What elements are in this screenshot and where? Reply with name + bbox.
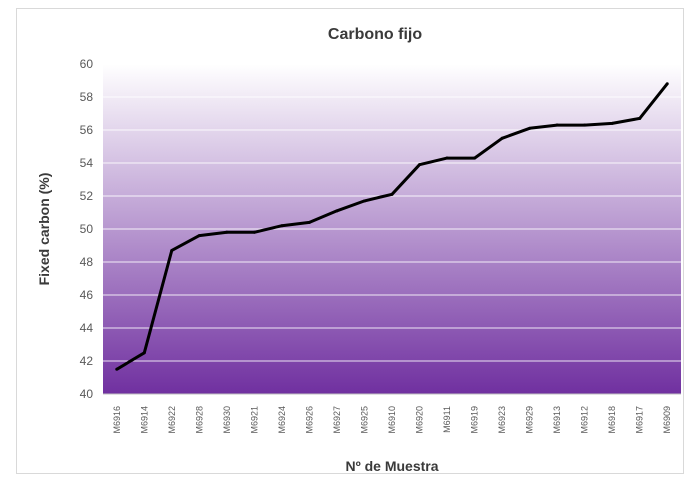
x-tick-label: M6911	[442, 406, 452, 433]
x-tick-label: M6930	[222, 406, 232, 434]
x-tick-label: M6917	[635, 406, 645, 434]
x-tick-label: M6920	[415, 406, 425, 434]
data-point	[583, 123, 587, 127]
y-tick-label: 54	[80, 156, 94, 170]
x-tick-label: M6928	[194, 406, 204, 434]
y-tick-label: 60	[80, 57, 94, 71]
data-point	[142, 351, 146, 355]
data-point	[500, 136, 504, 140]
x-tick-label: M6927	[332, 406, 342, 434]
x-tick-label: M6924	[277, 406, 287, 434]
data-point	[170, 248, 174, 252]
y-axis-ticks: 40 42 44 46 48 50 52 54 56 58 60	[80, 57, 94, 401]
data-point	[335, 209, 339, 213]
x-axis-ticks: M6916 M6914 M6922 M6928 M6930 M6921 M6924 M6926…	[112, 406, 672, 434]
data-point	[390, 192, 394, 196]
x-tick-label: M6912	[580, 406, 590, 434]
data-points	[115, 82, 669, 371]
data-point	[473, 156, 477, 160]
y-tick-label: 58	[80, 90, 94, 104]
data-point	[252, 230, 256, 234]
data-point	[555, 123, 559, 127]
x-tick-label: M6929	[525, 406, 535, 434]
y-tick-label: 52	[80, 189, 94, 203]
y-tick-label: 40	[80, 387, 94, 401]
x-tick-label: M6916	[112, 406, 122, 434]
y-tick-label: 50	[80, 222, 94, 236]
x-tick-label: M6914	[139, 406, 149, 434]
y-tick-label: 48	[80, 255, 94, 269]
x-tick-label: M6926	[304, 406, 314, 434]
data-point	[528, 126, 532, 130]
data-point	[225, 230, 229, 234]
data-point	[362, 199, 366, 203]
y-tick-label: 42	[80, 354, 94, 368]
line-chart: Carbono fijo 40 42 44 46 48 50 52 54 56 58 60 M691…	[36, 26, 681, 474]
x-tick-label: M6919	[470, 406, 480, 434]
y-tick-label: 46	[80, 288, 94, 302]
data-point	[610, 121, 614, 125]
data-point	[638, 116, 642, 120]
data-point	[665, 82, 669, 86]
data-point	[197, 234, 201, 238]
x-tick-label: M6923	[497, 406, 507, 434]
x-tick-label: M6925	[359, 406, 369, 434]
x-tick-label: M6922	[167, 406, 177, 434]
data-point	[115, 367, 119, 371]
gridlines	[103, 63, 681, 395]
y-tick-label: 56	[80, 123, 94, 137]
x-tick-label: M6910	[387, 406, 397, 434]
data-point	[280, 224, 284, 228]
y-axis-label: Fixed carbon (%)	[36, 173, 52, 286]
x-tick-label: M6913	[552, 406, 562, 434]
x-tick-label: M6921	[249, 406, 259, 434]
x-tick-label: M6918	[607, 406, 617, 434]
data-point	[307, 220, 311, 224]
x-tick-label: M6909	[662, 406, 672, 434]
chart-frame: Carbono fijo 40 42 44 46 48 50 52 54 56 58 60 M691…	[16, 8, 684, 474]
y-tick-label: 44	[80, 321, 94, 335]
x-axis-label: Nº de Muestra	[345, 458, 438, 474]
chart-title: Carbono fijo	[328, 26, 422, 43]
data-point	[445, 156, 449, 160]
data-point	[418, 163, 422, 167]
